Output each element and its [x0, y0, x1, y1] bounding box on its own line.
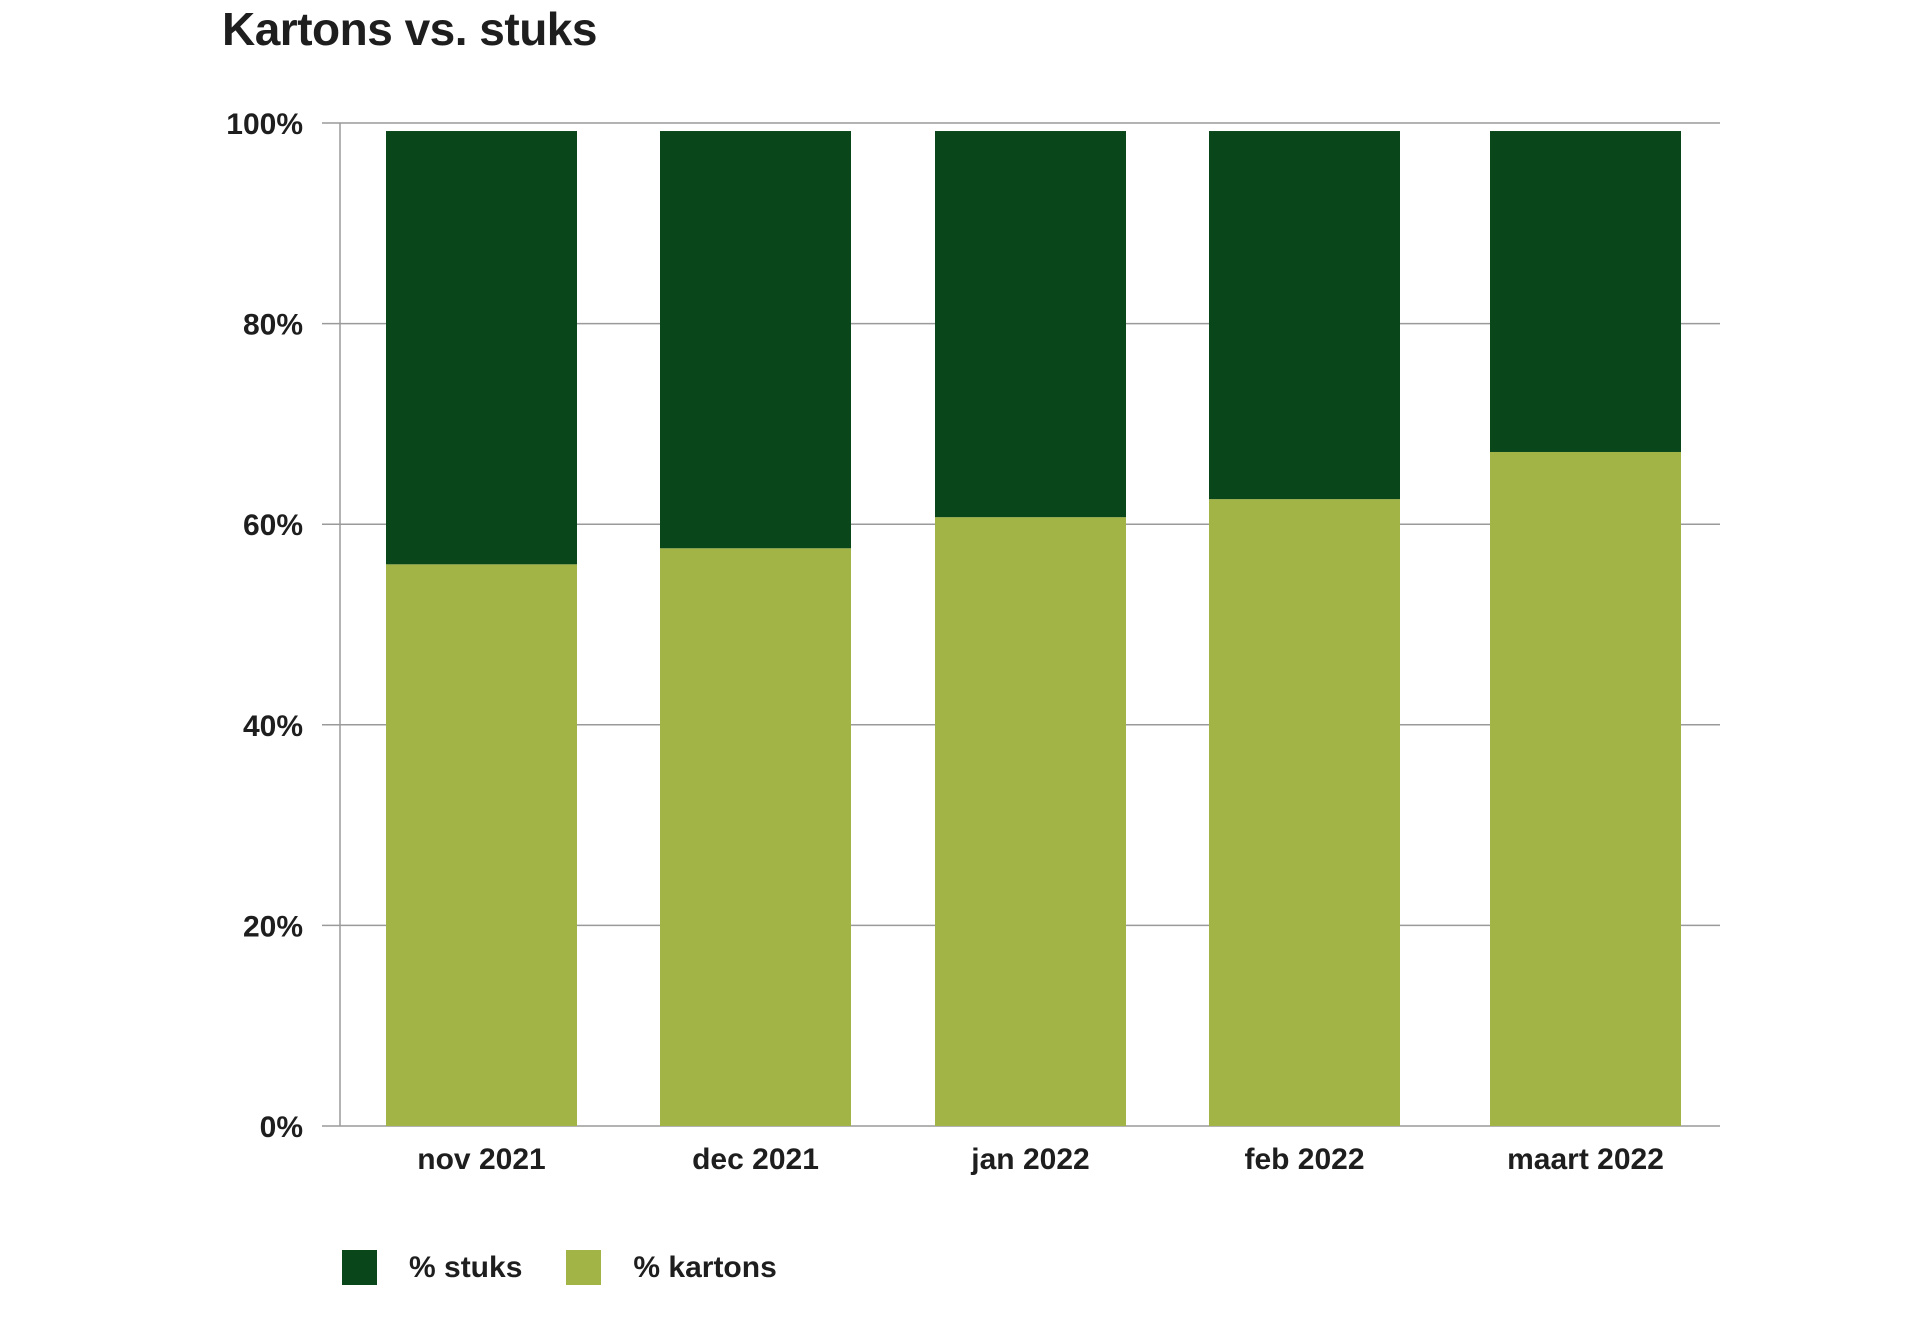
x-tick-label: nov 2021 — [417, 1143, 545, 1176]
x-axis-tick-labels: nov 2021 dec 2021 jan 2022 feb 2022 maart 20… — [417, 1143, 1664, 1176]
bar-segment-stuks — [1209, 131, 1400, 500]
legend-label-stuks: % stuks — [409, 1250, 523, 1284]
legend-item-kartons: % kartons — [566, 1250, 777, 1285]
bar-segment-kartons — [1490, 451, 1681, 1126]
chart-legend: % stuks % kartons — [342, 1250, 821, 1285]
bar-segment-stuks — [386, 131, 577, 565]
y-tick-label: 0% — [260, 1111, 303, 1144]
x-tick-label: maart 2022 — [1507, 1143, 1664, 1176]
y-axis-tick-labels: 0% 20% 40% 60% 80% 100% — [226, 108, 303, 1144]
x-tick-label: jan 2022 — [970, 1143, 1089, 1176]
x-tick-label: feb 2022 — [1244, 1143, 1364, 1176]
legend-item-stuks: % stuks — [342, 1250, 522, 1285]
y-tick-label: 60% — [243, 509, 303, 542]
chart-title: Kartons vs. stuks — [222, 3, 597, 55]
y-tick-label: 40% — [243, 710, 303, 743]
legend-swatch-stuks — [342, 1250, 377, 1285]
bar-segment-stuks — [935, 131, 1126, 518]
bar-segment-stuks — [660, 131, 851, 549]
bar-segment-kartons — [935, 517, 1126, 1126]
bar-segment-kartons — [660, 548, 851, 1126]
legend-label-kartons: % kartons — [633, 1250, 777, 1284]
x-tick-label: dec 2021 — [692, 1143, 819, 1176]
y-tick-label: 20% — [243, 910, 303, 943]
bar-segment-kartons — [1209, 499, 1400, 1126]
bars — [386, 131, 1681, 1126]
y-tick-label: 80% — [243, 309, 303, 342]
bar-segment-kartons — [386, 564, 577, 1126]
bar-segment-stuks — [1490, 131, 1681, 452]
legend-swatch-kartons — [566, 1250, 602, 1285]
y-tick-label: 100% — [226, 108, 303, 141]
